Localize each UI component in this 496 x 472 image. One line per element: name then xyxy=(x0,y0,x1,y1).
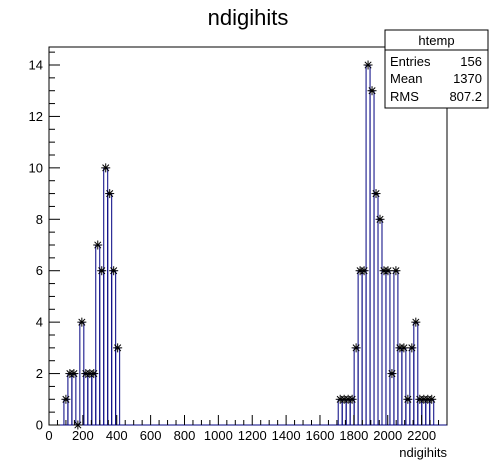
data-point-marker xyxy=(375,214,385,224)
data-point-marker xyxy=(89,369,99,379)
data-point-marker xyxy=(69,369,79,379)
data-point-marker xyxy=(383,266,393,276)
x-tick-label: 1200 xyxy=(238,428,267,443)
stats-entries-value: 156 xyxy=(460,54,482,69)
y-axis: 0 2 4 6 8 10 12 14 xyxy=(29,51,60,433)
y-tick-label: 14 xyxy=(29,58,43,73)
stats-mean-value: 1370 xyxy=(453,71,482,86)
x-tick-label: 400 xyxy=(106,428,128,443)
data-point-marker xyxy=(387,369,397,379)
x-tick-label: 1600 xyxy=(306,428,335,443)
y-tick-label: 10 xyxy=(29,160,43,175)
data-point-marker xyxy=(411,317,421,327)
data-point-marker xyxy=(351,343,361,353)
data-point-marker xyxy=(113,343,123,353)
data-point-marker xyxy=(101,163,111,173)
y-tick-label: 6 xyxy=(36,263,43,278)
stats-box-title: htemp xyxy=(418,33,454,48)
stats-mean-label: Mean xyxy=(390,71,423,86)
chart-title: ndigihits xyxy=(208,5,289,30)
x-tick-label: 2000 xyxy=(373,428,402,443)
x-tick-label: 1400 xyxy=(272,428,301,443)
x-axis-title: ndigihits xyxy=(399,445,447,460)
x-tick-label: 200 xyxy=(72,428,94,443)
data-point-marker xyxy=(427,394,437,404)
data-point-marker xyxy=(61,394,71,404)
data-point-marker xyxy=(359,266,369,276)
y-tick-label: 8 xyxy=(36,212,43,227)
data-point-marker xyxy=(105,189,115,199)
y-tick-label: 0 xyxy=(36,418,43,433)
data-point-marker xyxy=(93,240,103,250)
data-point-marker xyxy=(109,266,119,276)
data-point-marker xyxy=(407,343,417,353)
stats-rms-label: RMS xyxy=(390,89,419,104)
data-point-marker xyxy=(367,86,377,96)
x-tick-label: 1000 xyxy=(204,428,233,443)
data-point-marker xyxy=(97,266,107,276)
stats-box-frame xyxy=(384,29,489,109)
stats-rms-value: 807.2 xyxy=(449,89,482,104)
x-tick-label: 600 xyxy=(140,428,162,443)
data-point-marker xyxy=(371,189,381,199)
x-tick-label: 2200 xyxy=(407,428,436,443)
x-tick-label: 1800 xyxy=(339,428,368,443)
y-tick-label: 4 xyxy=(36,315,43,330)
data-point-marker xyxy=(77,317,87,327)
data-point-marker xyxy=(347,394,357,404)
y-tick-label: 2 xyxy=(36,366,43,381)
stats-box: htemp Entries 156 Mean 1370 RMS 807.2 xyxy=(384,29,489,109)
data-point-marker xyxy=(391,266,401,276)
x-tick-label: 0 xyxy=(45,428,52,443)
data-point-marker xyxy=(363,60,373,70)
stats-entries-label: Entries xyxy=(390,54,431,69)
x-axis: 0 200 400 600 800 1000 1200 1400 1600 1800 2000 220… xyxy=(45,415,448,443)
histogram-markers xyxy=(61,60,437,430)
data-point-marker xyxy=(399,343,409,353)
x-tick-label: 800 xyxy=(174,428,196,443)
data-point-marker xyxy=(403,394,413,404)
y-tick-label: 12 xyxy=(29,109,43,124)
